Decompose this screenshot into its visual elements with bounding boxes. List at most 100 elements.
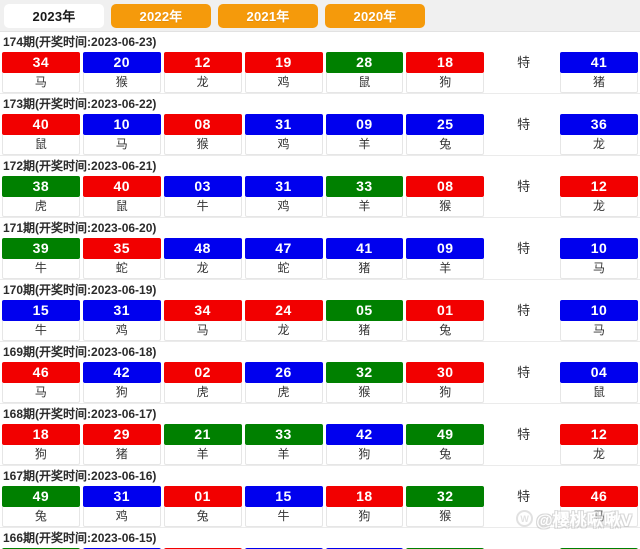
ball-number: 01 bbox=[163, 486, 242, 507]
special-separator-label: 特 bbox=[517, 179, 531, 194]
draw-block: 171期(开奖时间:2023-06-20) 39 牛 35 蛇 48 龙 47 蛇 41 猪 09 羊特… bbox=[0, 218, 640, 280]
ball-cell: 18 狗 bbox=[325, 486, 404, 527]
ball-cell: 31 鸡 bbox=[82, 486, 161, 527]
ball-zodiac: 虎 bbox=[244, 383, 323, 403]
special-ball-cell: 12 龙 bbox=[560, 176, 638, 217]
ball-cell: 01 兔 bbox=[406, 300, 485, 341]
ball-cell: 38 虎 bbox=[2, 176, 80, 217]
year-tab-bar: 2023年 2022年 2021年 2020年 bbox=[0, 0, 640, 32]
ball-zodiac: 羊 bbox=[406, 259, 485, 279]
ball-number: 38 bbox=[2, 176, 80, 197]
special-ball-cell: 46 马 bbox=[560, 486, 638, 527]
ball-cell: 48 龙 bbox=[163, 238, 242, 279]
special-ball-number: 10 bbox=[560, 300, 638, 321]
special-ball-cell: 10 马 bbox=[560, 300, 638, 341]
ball-number: 42 bbox=[82, 362, 161, 383]
ball-zodiac: 猴 bbox=[82, 73, 161, 93]
ball-number: 09 bbox=[406, 238, 485, 259]
ball-zodiac: 狗 bbox=[2, 445, 80, 465]
ball-cell: 05 猪 bbox=[325, 300, 404, 341]
ball-number: 39 bbox=[2, 238, 80, 259]
ball-number: 24 bbox=[244, 300, 323, 321]
ball-zodiac: 猪 bbox=[325, 259, 404, 279]
ball-zodiac: 鸡 bbox=[244, 135, 323, 155]
year-tab-2022[interactable]: 2022年 bbox=[111, 3, 211, 28]
special-ball-zodiac: 马 bbox=[560, 507, 638, 527]
special-separator: 特 bbox=[487, 114, 560, 155]
draw-block: 170期(开奖时间:2023-06-19) 15 牛 31 鸡 34 马 24 龙 05 猪 01 兔特… bbox=[0, 280, 640, 342]
special-ball-number: 12 bbox=[560, 424, 638, 445]
ball-cell: 39 牛 bbox=[2, 238, 80, 279]
ball-zodiac: 马 bbox=[2, 73, 80, 93]
ball-cell: 18 狗 bbox=[406, 52, 485, 93]
draw-title: 173期(开奖时间:2023-06-22) bbox=[3, 97, 157, 111]
ball-cell: 19 鸡 bbox=[244, 52, 323, 93]
ball-row: 18 狗 29 猪 21 羊 33 羊 42 狗 49 兔特 12 龙 bbox=[0, 424, 640, 465]
ball-number: 08 bbox=[163, 114, 242, 135]
special-ball-cell: 36 龙 bbox=[560, 114, 638, 155]
ball-zodiac: 龙 bbox=[244, 321, 323, 341]
ball-row: 46 马 42 狗 02 虎 26 虎 32 猴 30 狗特 04 鼠 bbox=[0, 362, 640, 403]
ball-number: 01 bbox=[406, 300, 485, 321]
draw-title: 166期(开奖时间:2023-06-15) bbox=[3, 531, 157, 545]
special-ball-number: 10 bbox=[560, 238, 638, 259]
special-separator-label: 特 bbox=[517, 489, 531, 504]
year-tab-2021[interactable]: 2021年 bbox=[218, 3, 318, 28]
ball-zodiac: 牛 bbox=[2, 259, 80, 279]
draw-title: 169期(开奖时间:2023-06-18) bbox=[3, 345, 157, 359]
ball-number: 20 bbox=[82, 52, 161, 73]
ball-number: 02 bbox=[163, 362, 242, 383]
ball-cell: 01 兔 bbox=[163, 486, 242, 527]
year-tab-2023[interactable]: 2023年 bbox=[4, 3, 104, 28]
ball-cell: 26 虎 bbox=[244, 362, 323, 403]
special-ball-number: 46 bbox=[560, 486, 638, 507]
special-separator-label: 特 bbox=[517, 427, 531, 442]
ball-cell: 24 龙 bbox=[244, 300, 323, 341]
special-separator-label: 特 bbox=[517, 117, 531, 132]
ball-number: 42 bbox=[325, 424, 404, 445]
special-separator: 特 bbox=[487, 238, 560, 279]
draw-list: 174期(开奖时间:2023-06-23) 34 马 20 猴 12 龙 19 鸡 28 鼠 18 狗特… bbox=[0, 32, 640, 549]
draw-block: 173期(开奖时间:2023-06-22) 40 鼠 10 马 08 猴 31 鸡 09 羊 25 兔 特… bbox=[0, 94, 640, 156]
ball-zodiac: 狗 bbox=[325, 507, 404, 527]
ball-number: 18 bbox=[406, 52, 485, 73]
ball-zodiac: 狗 bbox=[406, 73, 485, 93]
ball-number: 25 bbox=[406, 114, 485, 135]
ball-row: 40 鼠 10 马 08 猴 31 鸡 09 羊 25 兔 特 36 龙 bbox=[0, 114, 640, 155]
special-ball-number: 41 bbox=[560, 52, 638, 73]
ball-number: 46 bbox=[2, 362, 80, 383]
special-ball-number: 04 bbox=[560, 362, 638, 383]
year-tab-2020[interactable]: 2020年 bbox=[325, 3, 425, 28]
ball-cell: 31 鸡 bbox=[82, 300, 161, 341]
ball-number: 10 bbox=[82, 114, 161, 135]
ball-cell: 08 猴 bbox=[406, 176, 485, 217]
ball-zodiac: 猴 bbox=[406, 507, 485, 527]
ball-number: 40 bbox=[82, 176, 161, 197]
ball-number: 12 bbox=[163, 52, 242, 73]
ball-cell: 42 狗 bbox=[325, 424, 404, 465]
ball-zodiac: 兔 bbox=[2, 507, 80, 527]
ball-number: 31 bbox=[244, 114, 323, 135]
special-ball-zodiac: 龙 bbox=[560, 135, 638, 155]
ball-number: 15 bbox=[2, 300, 80, 321]
ball-cell: 32 猴 bbox=[325, 362, 404, 403]
ball-zodiac: 猪 bbox=[82, 445, 161, 465]
ball-zodiac: 兔 bbox=[163, 507, 242, 527]
ball-zodiac: 牛 bbox=[244, 507, 323, 527]
ball-row: 39 牛 35 蛇 48 龙 47 蛇 41 猪 09 羊特 10 马 bbox=[0, 238, 640, 279]
ball-cell: 28 鼠 bbox=[325, 52, 404, 93]
ball-cell: 15 牛 bbox=[2, 300, 80, 341]
ball-zodiac: 龙 bbox=[163, 73, 242, 93]
ball-number: 18 bbox=[2, 424, 80, 445]
special-separator: 特 bbox=[487, 362, 560, 403]
draw-title: 167期(开奖时间:2023-06-16) bbox=[3, 469, 157, 483]
draw-title: 172期(开奖时间:2023-06-21) bbox=[3, 159, 157, 173]
ball-zodiac: 狗 bbox=[82, 383, 161, 403]
draw-block: 172期(开奖时间:2023-06-21) 38 虎 40 鼠 03 牛 31 鸡 33 羊 08 猴 特… bbox=[0, 156, 640, 218]
ball-number: 29 bbox=[82, 424, 161, 445]
ball-cell: 10 马 bbox=[82, 114, 161, 155]
ball-zodiac: 猴 bbox=[163, 135, 242, 155]
ball-cell: 49 兔 bbox=[2, 486, 80, 527]
